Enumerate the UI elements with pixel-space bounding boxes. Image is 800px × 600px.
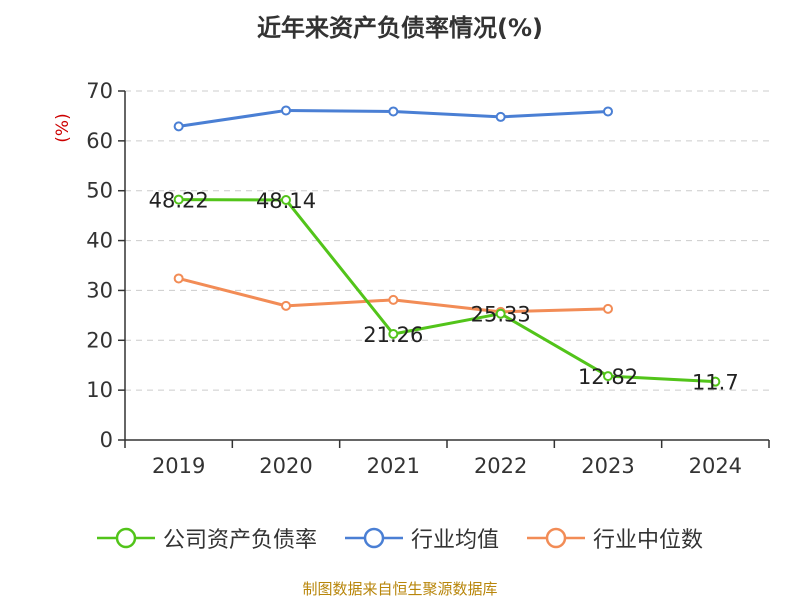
data-point-industry-median-2023[interactable] — [603, 303, 613, 314]
data-label-company-2019: 48.22 — [149, 189, 209, 213]
data-label-company-2023: 12.82 — [578, 365, 638, 389]
footer-source: 制图数据来自恒生聚源数据库 — [302, 580, 498, 598]
series-line-company — [178, 198, 716, 384]
data-point-company-2021[interactable] — [388, 329, 399, 340]
y-tick-label-60: 60 — [86, 129, 113, 153]
y-tick-label-70: 70 — [86, 79, 113, 103]
data-point-industry-median-2019[interactable] — [173, 273, 184, 284]
data-point-industry-mean-2019[interactable] — [173, 121, 184, 132]
y-tick-label-30: 30 — [86, 278, 113, 302]
data-point-company-2023[interactable] — [603, 371, 613, 382]
data-label-company-2022: 25.33 — [471, 303, 531, 327]
legend-label-company: 公司资产负债率 — [162, 528, 317, 553]
legend-swatch-industry-median — [527, 527, 585, 549]
y-tick-label-20: 20 — [86, 328, 113, 352]
x-tick-label-2024: 2024 — [689, 454, 742, 478]
data-point-industry-mean-2022[interactable] — [495, 111, 506, 122]
data-point-industry-mean-2020[interactable] — [281, 105, 291, 116]
data-point-company-2022[interactable] — [495, 308, 506, 319]
x-tick-label-2023: 2023 — [581, 454, 634, 478]
chart-legend: 公司资产负债率 行业均值 行业中位数 — [0, 522, 800, 554]
data-label-company-2024: 11.7 — [692, 371, 739, 395]
y-tick-label-0: 0 — [100, 428, 113, 452]
x-tick-label-2022: 2022 — [474, 454, 527, 478]
data-point-company-2020[interactable] — [281, 194, 291, 205]
legend-swatch-company — [96, 527, 155, 549]
x-tick-label-2019: 2019 — [152, 454, 205, 478]
legend-item-industry-median[interactable]: 行业中位数 — [527, 522, 703, 554]
data-point-company-2019[interactable] — [173, 194, 184, 205]
data-point-industry-median-2021[interactable] — [388, 294, 399, 305]
legend-item-company[interactable]: 公司资产负债率 — [96, 522, 317, 554]
legend-item-industry-mean[interactable]: 行业均值 — [344, 522, 499, 554]
y-tick-label-10: 10 — [86, 378, 113, 402]
chart-title: 近年来资产负债率情况(%) — [257, 14, 543, 42]
data-point-industry-median-2020[interactable] — [281, 300, 291, 311]
data-label-company-2020: 48.14 — [256, 189, 316, 213]
legend-swatch-industry-mean — [344, 527, 403, 549]
data-point-industry-mean-2021[interactable] — [388, 106, 399, 117]
x-tick-label-2021: 2021 — [367, 454, 420, 478]
y-tick-label-40: 40 — [86, 229, 113, 253]
data-label-company-2021: 21.26 — [363, 323, 423, 347]
y-axis-label: (%) — [53, 113, 73, 142]
legend-label-industry-mean: 行业均值 — [410, 528, 499, 553]
legend-label-industry-median: 行业中位数 — [593, 528, 704, 553]
y-tick-label-50: 50 — [86, 179, 113, 203]
x-tick-label-2020: 2020 — [259, 454, 312, 478]
data-point-company-2024[interactable] — [710, 376, 721, 387]
data-point-industry-mean-2023[interactable] — [603, 106, 613, 117]
